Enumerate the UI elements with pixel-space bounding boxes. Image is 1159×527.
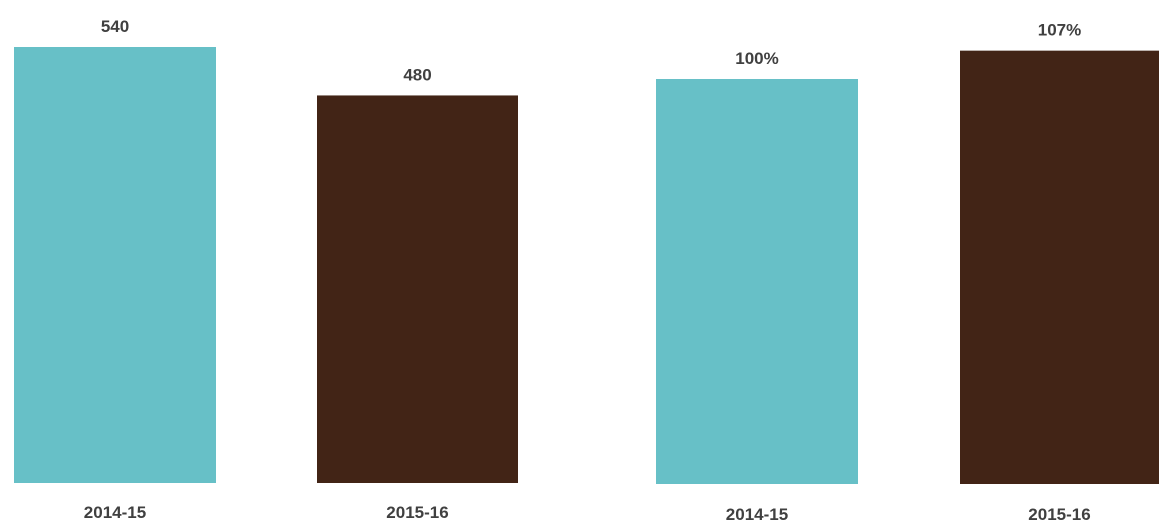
x-tick-label: 2015-16 <box>1028 505 1090 524</box>
bar-2015-16 <box>960 50 1159 485</box>
data-label: 480 <box>403 65 431 84</box>
x-tick-label: 2015-16 <box>386 503 448 522</box>
data-label: 100% <box>735 49 778 68</box>
data-label: 540 <box>101 17 129 36</box>
bar-chart-panel: 540 2014-15 480 2015-16 <box>14 17 518 522</box>
bar-2014-15 <box>656 79 858 484</box>
x-tick-label: 2014-15 <box>726 505 788 524</box>
data-label: 107% <box>1038 21 1081 40</box>
x-tick-label: 2014-15 <box>84 503 146 522</box>
bar-chart-panel: 100% 2014-15 107% 2015-16 <box>656 21 1159 524</box>
bar-2015-16 <box>317 95 518 483</box>
bar-2014-15 <box>14 47 216 483</box>
